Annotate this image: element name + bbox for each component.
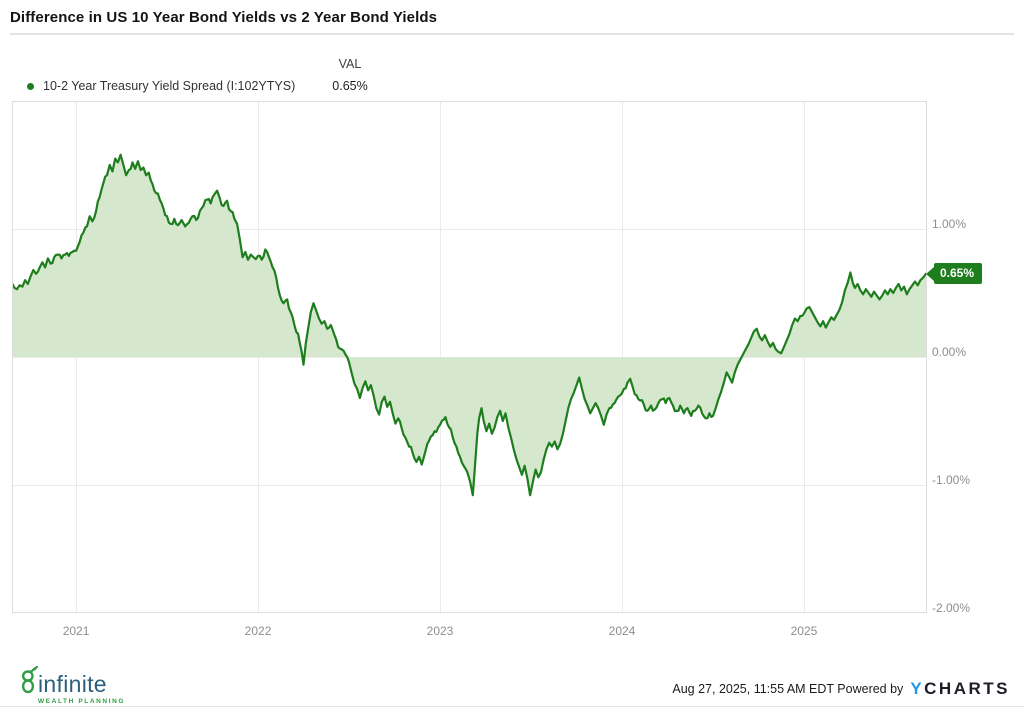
last-value-badge: 0.65% — [926, 263, 983, 285]
spread-line — [12, 153, 927, 497]
infinity-leaf-logo-icon — [21, 666, 39, 694]
page-title: Difference in US 10 Year Bond Yields vs … — [10, 9, 438, 26]
plot-border — [12, 101, 927, 613]
spread-chart-svg[interactable] — [12, 101, 927, 613]
ycharts-y: Y — [910, 679, 925, 698]
attribution: Aug 27, 2025, 11:55 AM EDT Powered by YC… — [672, 680, 1010, 698]
y-tick-neg1: -1.00% — [932, 473, 971, 487]
x-tick-2024: 2024 — [608, 624, 636, 638]
x-tick-2023: 2023 — [426, 624, 454, 638]
badge-arrow-icon — [926, 266, 934, 281]
badge-value: 0.65% — [934, 263, 983, 285]
x-tick-2022: 2022 — [244, 624, 272, 638]
logo-tagline: WEALTH PLANNING — [38, 698, 126, 705]
legend-series-dot-icon — [27, 82, 34, 90]
legend-series-label: 10-2 Year Treasury Yield Spread (I:102YT… — [43, 79, 296, 93]
footer-divider — [0, 706, 1024, 707]
x-tick-2025: 2025 — [790, 624, 818, 638]
y-tick-neg2: -2.00% — [932, 601, 971, 615]
area-fill — [12, 154, 926, 496]
legend-value-column: VAL 0.65% — [322, 57, 378, 93]
timestamp: Aug 27, 2025, 11:55 AM EDT Powered by — [672, 682, 904, 696]
y-tick-0: 0.00% — [932, 345, 967, 359]
ycharts-charts: CHARTS — [924, 679, 1010, 698]
logo-wordmark: infinite — [38, 671, 107, 697]
infinite-wealth-planning-logo: infinite WEALTH PLANNING — [16, 666, 125, 705]
legend: 10-2 Year Treasury Yield Spread (I:102YT… — [27, 79, 295, 93]
legend-val-value: 0.65% — [332, 79, 368, 93]
ycharts-brand[interactable]: YCHARTS — [910, 680, 1010, 698]
plot-area[interactable] — [12, 101, 927, 613]
x-tick-2021: 2021 — [62, 624, 90, 638]
legend-val-header: VAL — [338, 57, 362, 71]
title-divider — [10, 33, 1014, 35]
y-tick-1: 1.00% — [932, 217, 967, 231]
